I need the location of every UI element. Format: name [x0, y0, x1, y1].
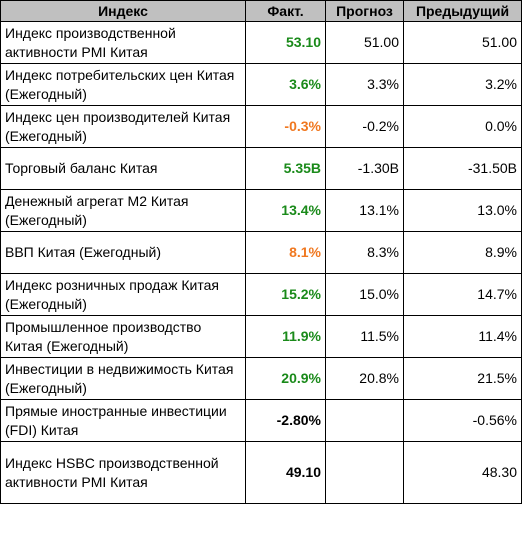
table-row: Индекс цен производителей Китая (Ежегодн…	[0, 105, 522, 148]
forecast-value: -1.30B	[325, 147, 404, 190]
previous-value: 3.2%	[403, 63, 522, 106]
actual-value: 13.4%	[245, 189, 326, 232]
indicator-name: Торговый баланс Китая	[0, 147, 246, 190]
previous-value: 51.00	[403, 21, 522, 64]
previous-value: -0.56%	[403, 399, 522, 442]
previous-value: 13.0%	[403, 189, 522, 232]
actual-value: -0.3%	[245, 105, 326, 148]
table-row: Торговый баланс Китая 5.35B -1.30B -31.5…	[0, 147, 522, 190]
table-row: Прямые иностранные инвестиции (FDI) Кита…	[0, 399, 522, 442]
table-row: ВВП Китая (Ежегодный) 8.1% 8.3% 8.9%	[0, 231, 522, 274]
economic-indicators-table: Индекс Факт. Прогноз Предыдущий Индекс п…	[0, 0, 522, 504]
table-row: Инвестиции в недвижимость Китая (Ежегодн…	[0, 357, 522, 400]
indicator-name: Индекс цен производителей Китая (Ежегодн…	[0, 105, 246, 148]
forecast-value: 20.8%	[325, 357, 404, 400]
table-row: Индекс HSBC производственной активности …	[0, 441, 522, 504]
indicator-name: Индекс розничных продаж Китая (Ежегодный…	[0, 273, 246, 316]
forecast-value: 51.00	[325, 21, 404, 64]
previous-value: 0.0%	[403, 105, 522, 148]
forecast-value	[325, 399, 404, 442]
indicator-name: ВВП Китая (Ежегодный)	[0, 231, 246, 274]
table-row: Индекс потребительских цен Китая (Ежегод…	[0, 63, 522, 106]
actual-value: 5.35B	[245, 147, 326, 190]
actual-value: 11.9%	[245, 315, 326, 358]
indicator-name: Промышленное производство Китая (Ежегодн…	[0, 315, 246, 358]
previous-value: 8.9%	[403, 231, 522, 274]
actual-value: 15.2%	[245, 273, 326, 316]
forecast-value: -0.2%	[325, 105, 404, 148]
previous-value: 14.7%	[403, 273, 522, 316]
forecast-value: 13.1%	[325, 189, 404, 232]
forecast-value: 15.0%	[325, 273, 404, 316]
actual-value: 20.9%	[245, 357, 326, 400]
header-previous: Предыдущий	[403, 0, 522, 22]
forecast-value: 11.5%	[325, 315, 404, 358]
actual-value: 3.6%	[245, 63, 326, 106]
indicator-name: Индекс HSBC производственной активности …	[0, 441, 246, 504]
header-index: Индекс	[0, 0, 246, 22]
indicator-name: Прямые иностранные инвестиции (FDI) Кита…	[0, 399, 246, 442]
forecast-value: 3.3%	[325, 63, 404, 106]
previous-value: 48.30	[403, 441, 522, 504]
indicator-name: Индекс производственной активности PMI К…	[0, 21, 246, 64]
table-row: Индекс розничных продаж Китая (Ежегодный…	[0, 273, 522, 316]
table-row: Промышленное производство Китая (Ежегодн…	[0, 315, 522, 358]
actual-value: 49.10	[245, 441, 326, 504]
header-actual: Факт.	[245, 0, 326, 22]
indicator-name: Денежный агрегат M2 Китая (Ежегодный)	[0, 189, 246, 232]
forecast-value	[325, 441, 404, 504]
actual-value: 8.1%	[245, 231, 326, 274]
forecast-value: 8.3%	[325, 231, 404, 274]
actual-value: 53.10	[245, 21, 326, 64]
actual-value: -2.80%	[245, 399, 326, 442]
header-forecast: Прогноз	[325, 0, 404, 22]
indicator-name: Инвестиции в недвижимость Китая (Ежегодн…	[0, 357, 246, 400]
header-row: Индекс Факт. Прогноз Предыдущий	[0, 0, 522, 22]
table-row: Денежный агрегат M2 Китая (Ежегодный) 13…	[0, 189, 522, 232]
previous-value: -31.50B	[403, 147, 522, 190]
previous-value: 21.5%	[403, 357, 522, 400]
indicator-name: Индекс потребительских цен Китая (Ежегод…	[0, 63, 246, 106]
table-row: Индекс производственной активности PMI К…	[0, 21, 522, 64]
previous-value: 11.4%	[403, 315, 522, 358]
